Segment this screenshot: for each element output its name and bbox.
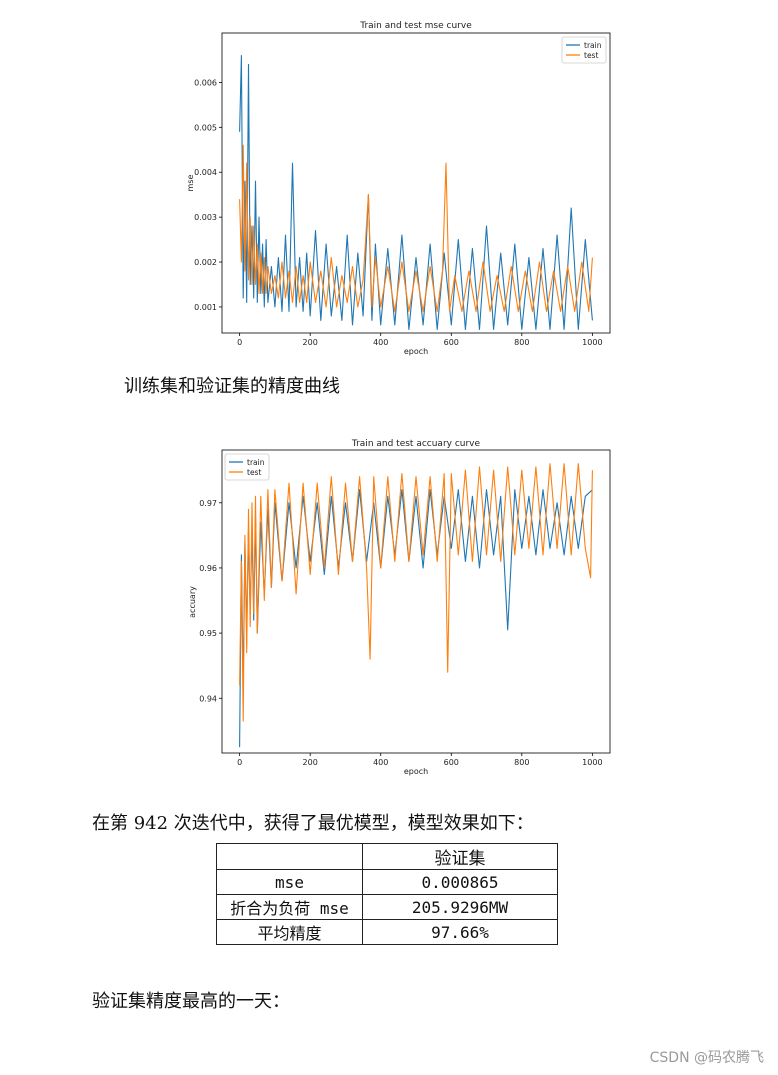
legend-label-train: train (247, 458, 265, 467)
y-tick-label: 0.005 (194, 123, 217, 132)
x-ticks: 0 200 400 600 800 1000 (237, 333, 603, 347)
table-cell: 97.66% (362, 919, 558, 945)
table-cell: mse (216, 869, 363, 895)
x-tick-label: 400 (373, 338, 388, 347)
y-tick-label: 0.002 (194, 258, 217, 267)
table-cell: 平均精度 (216, 919, 363, 945)
y-axis-label: mse (186, 174, 195, 191)
legend-label-test: test (584, 51, 598, 60)
y-ticks: 0.001 0.002 0.003 0.004 0.005 0.006 (194, 78, 222, 312)
y-tick-label: 0.004 (194, 168, 217, 177)
x-tick-label: 0 (237, 758, 242, 767)
y-tick-label: 0.003 (194, 213, 217, 222)
y-tick-label: 0.96 (199, 564, 217, 573)
legend-box (561, 36, 607, 64)
y-tick-label: 0.006 (194, 78, 217, 87)
x-axis-label: epoch (404, 347, 428, 356)
table-header-cell (216, 843, 363, 870)
y-ticks: 0.94 0.95 0.96 0.97 (199, 499, 222, 703)
y-tick-label: 0.94 (199, 694, 217, 703)
legend-label-train: train (584, 41, 602, 50)
x-tick-label: 200 (303, 338, 318, 347)
x-tick-label: 1000 (582, 338, 602, 347)
mse-curve-chart: Train and test mse curve 0 200 400 600 800 10… (186, 21, 611, 356)
table-cell: 折合为负荷 mse (216, 894, 363, 920)
legend-label-test: test (247, 468, 261, 477)
table-cell: 205.9296MW (362, 894, 558, 920)
table-row: mse 0.000865 (216, 869, 558, 895)
x-tick-label: 800 (514, 338, 529, 347)
x-axis-label: epoch (404, 767, 428, 776)
table-header-cell: 验证集 (362, 843, 558, 870)
x-tick-label: 400 (373, 758, 388, 767)
table-row: 平均精度 97.66% (216, 919, 558, 945)
accuracy-curve-chart: Train and test accuary curve 0 200 400 600 8… (188, 439, 611, 776)
x-tick-label: 0 (237, 338, 242, 347)
y-tick-label: 0.95 (199, 629, 217, 638)
plot-frame (221, 32, 611, 334)
best-model-intro: 在第 942 次迭代中，获得了最优模型，模型效果如下： (92, 813, 534, 834)
accuracy-caption: 训练集和验证集的精度曲线 (124, 376, 340, 397)
series-line-test (239, 144, 593, 312)
y-axis-label: accuary (188, 586, 197, 618)
x-tick-label: 1000 (582, 758, 602, 767)
csdn-watermark: CSDN @码农腾飞 (649, 1050, 764, 1066)
table-cell: 0.000865 (362, 869, 558, 895)
legend-box (224, 453, 270, 481)
x-tick-label: 600 (444, 758, 459, 767)
x-tick-label: 200 (303, 758, 318, 767)
results-table: 验证集 mse 0.000865 折合为负荷 mse 205.9296MW 平均… (216, 843, 558, 945)
series-line-test (239, 463, 593, 722)
x-tick-label: 800 (514, 758, 529, 767)
table-row: 折合为负荷 mse 205.9296MW (216, 894, 558, 920)
y-tick-label: 0.001 (194, 303, 217, 312)
y-tick-label: 0.97 (199, 499, 217, 508)
plot-frame (221, 449, 611, 754)
chart-title: Train and test mse curve (359, 21, 472, 31)
series-line-train (239, 489, 593, 748)
best-day-heading: 验证集精度最高的一天： (92, 991, 290, 1012)
x-tick-label: 600 (444, 338, 459, 347)
series-lines (239, 463, 593, 748)
x-ticks: 0 200 400 600 800 1000 (237, 753, 603, 767)
table-header-row: 验证集 (216, 843, 558, 870)
series-lines (239, 54, 593, 330)
chart-title: Train and test accuary curve (351, 439, 481, 449)
series-line-train (239, 54, 593, 330)
